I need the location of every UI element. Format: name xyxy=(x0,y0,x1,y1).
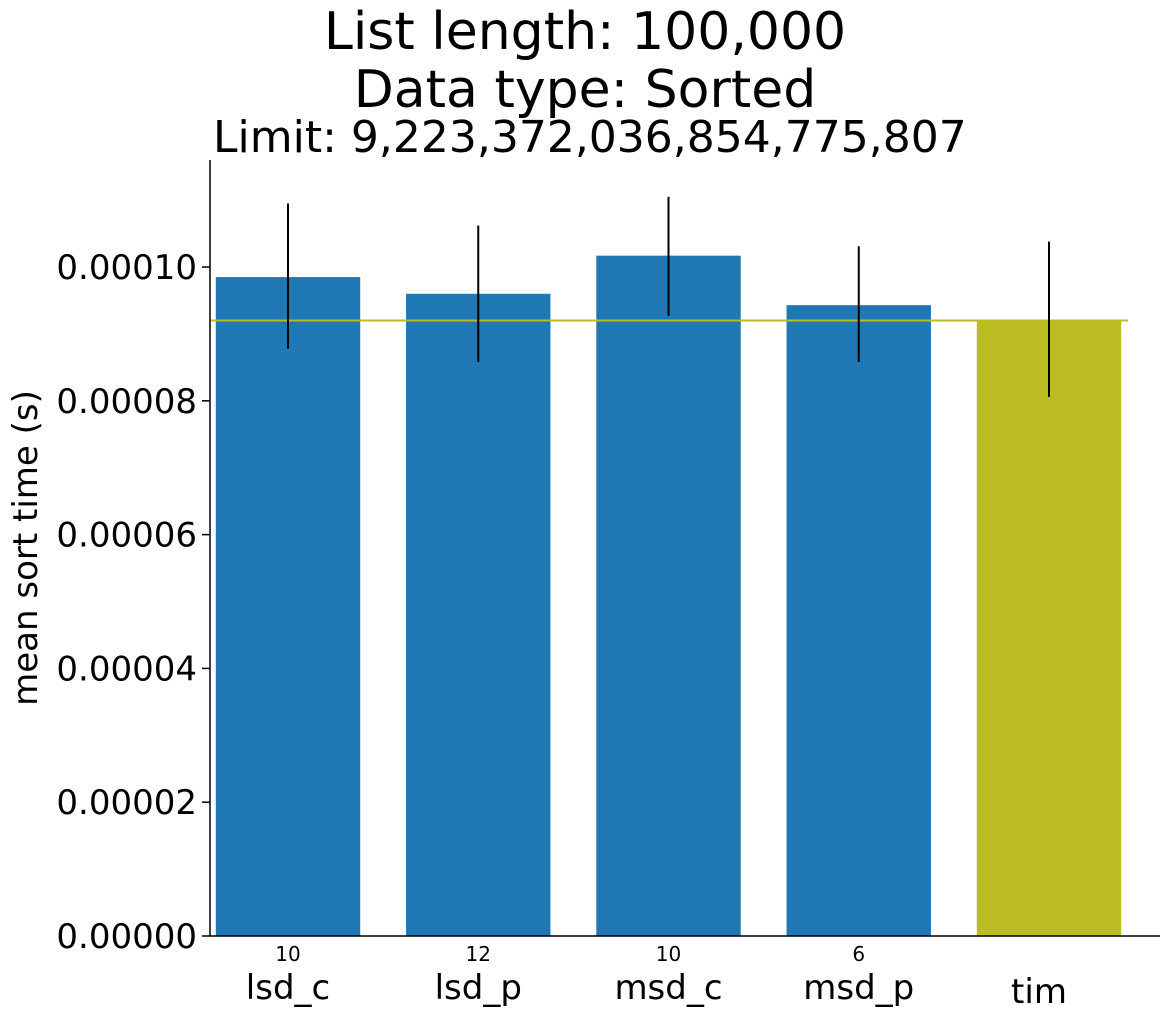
y-tick-label: 0.00006 xyxy=(56,516,197,556)
chart-title-line-2: Data type: Sorted xyxy=(353,60,817,120)
chart-title-line-1: List length: 100,000 xyxy=(323,2,847,62)
bar-lsd_c xyxy=(215,277,361,936)
x-tick-label-tim: tim xyxy=(1011,972,1067,1012)
bar-annotation-lsd_p: 12 xyxy=(466,942,491,966)
bar-msd_c xyxy=(596,255,741,937)
x-tick-label-msd_p: msd_p xyxy=(803,968,914,1008)
y-tick-label: 0.00010 xyxy=(56,248,197,288)
bar-lsd_p xyxy=(406,293,551,936)
y-tick-label: 0.00000 xyxy=(56,917,197,957)
y-tick-label: 0.00008 xyxy=(56,382,197,422)
x-tick-label-lsd_p: lsd_p xyxy=(435,968,522,1008)
bar-annotation-lsd_c: 10 xyxy=(275,942,300,966)
y-tick-label: 0.00004 xyxy=(56,649,197,689)
bar-msd_p xyxy=(786,305,931,936)
y-axis-label: mean sort time (s) xyxy=(6,390,46,706)
bar-tim xyxy=(976,320,1122,936)
y-tick-label: 0.00002 xyxy=(56,783,197,823)
plot-area: 0.00000 0.00002 0.00004 0.00006 0.00008 0.000… xyxy=(56,160,1160,1012)
chart-subtitle: Limit: 9,223,372,036,854,775,807 xyxy=(213,112,967,163)
x-tick-label-lsd_c: lsd_c xyxy=(246,968,330,1008)
bar-annotation-msd_p: 6 xyxy=(852,942,865,966)
x-tick-label-msd_c: msd_c xyxy=(614,968,722,1008)
bar-annotation-msd_c: 10 xyxy=(656,942,681,966)
